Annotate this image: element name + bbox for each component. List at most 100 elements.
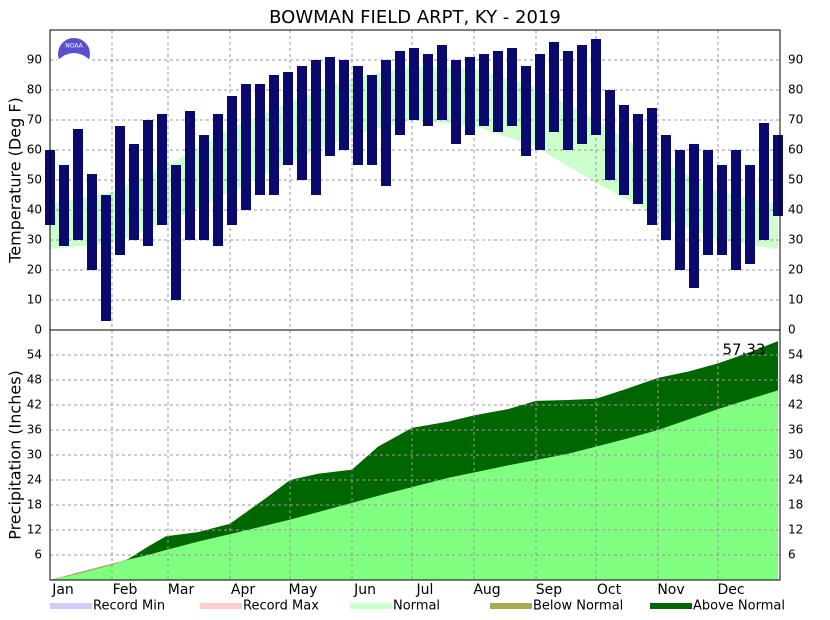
y2-tick-label: 18: [788, 498, 803, 512]
temp-range-bar: [675, 150, 685, 270]
temp-range-bar: [745, 165, 755, 264]
y-tick-label: 90: [27, 53, 42, 67]
y-axis-title: Temperature (Deg F): [6, 97, 25, 264]
y-tick-label: 80: [27, 83, 42, 97]
temp-range-bar: [465, 57, 475, 135]
y-tick-label: 6: [34, 548, 42, 562]
temp-range-bar: [647, 108, 657, 225]
temp-range-bar: [255, 84, 265, 195]
y-tick-label: 10: [27, 293, 42, 307]
y2-tick-label: 54: [788, 348, 803, 362]
temp-range-bar: [339, 60, 349, 150]
logo-text: NOAA: [65, 43, 83, 50]
temp-range-bar: [535, 54, 545, 150]
y-tick-label: 30: [27, 448, 42, 462]
temp-range-bar: [115, 126, 125, 255]
temp-range-bar: [367, 75, 377, 165]
legend-label: Record Max: [243, 599, 319, 614]
legend-swatch: [200, 603, 242, 609]
x-tick-label: Nov: [657, 582, 684, 598]
x-tick-label: Dec: [717, 582, 744, 598]
legend-label: Above Normal: [693, 599, 785, 614]
x-tick-label: Jun: [353, 582, 376, 598]
temp-range-bar: [171, 165, 181, 300]
chart-title: BOWMAN FIELD ARPT, KY - 2019: [269, 7, 561, 28]
y2-tick-label: 12: [788, 523, 803, 537]
temp-range-bar: [577, 45, 587, 144]
temp-range-bar: [493, 51, 503, 132]
temp-range-bar: [773, 135, 783, 216]
temp-range-bar: [437, 45, 447, 120]
temp-range-bar: [689, 144, 699, 288]
y2-tick-label: 24: [788, 473, 803, 487]
temp-range-bar: [87, 174, 97, 270]
temp-range-bar: [605, 90, 615, 180]
temp-range-bar: [717, 165, 727, 255]
y-tick-label: 40: [27, 203, 42, 217]
temp-range-bar: [731, 150, 741, 270]
temp-range-bar: [661, 135, 671, 240]
temp-range-bar: [311, 60, 321, 195]
y-axis-title: Precipitation (Inches): [6, 370, 25, 540]
y-tick-label: 54: [27, 348, 42, 362]
y-tick-label: 12: [27, 523, 42, 537]
temp-range-bar: [129, 144, 139, 240]
y2-tick-label: 90: [788, 53, 803, 67]
y2-tick-label: 70: [788, 113, 803, 127]
y2-tick-label: 40: [788, 203, 803, 217]
x-tick-label: Aug: [473, 582, 500, 598]
temp-range-bar: [227, 96, 237, 225]
temp-range-bar: [549, 42, 559, 132]
temp-range-bar: [423, 54, 433, 126]
temp-range-bar: [241, 84, 251, 210]
temp-range-bar: [101, 195, 111, 321]
logo-wave: [58, 53, 90, 70]
x-tick-label: Jul: [416, 582, 434, 598]
y2-tick-label: 30: [788, 448, 803, 462]
temp-range-bar: [759, 123, 769, 240]
temp-range-bar: [563, 51, 573, 150]
temp-range-bar: [633, 114, 643, 204]
temp-range-bar: [507, 48, 517, 126]
y2-tick-label: 30: [788, 233, 803, 247]
y2-tick-label: 36: [788, 423, 803, 437]
x-tick-label: Oct: [597, 582, 622, 598]
x-tick-label: Mar: [168, 582, 195, 598]
y-tick-label: 36: [27, 423, 42, 437]
y-tick-label: 18: [27, 498, 42, 512]
x-tick-label: Feb: [113, 582, 138, 598]
y2-tick-label: 50: [788, 173, 803, 187]
temp-range-bar: [479, 54, 489, 126]
y-tick-label: 60: [27, 143, 42, 157]
y2-tick-label: 48: [788, 373, 803, 387]
total-label: 57.33: [723, 341, 766, 359]
y2-tick-label: 20: [788, 263, 803, 277]
temp-range-bar: [381, 60, 391, 186]
legend-swatch: [650, 603, 692, 609]
y-tick-label: 70: [27, 113, 42, 127]
y2-tick-label: 10: [788, 293, 803, 307]
temp-range-bar: [213, 114, 223, 246]
temp-range-bar: [451, 60, 461, 144]
x-tick-label: Sep: [536, 582, 563, 598]
y2-tick-label: 80: [788, 83, 803, 97]
plot-frame: [49, 29, 781, 581]
temp-range-bar: [297, 66, 307, 180]
legend-label: Normal: [393, 599, 440, 614]
legend-swatch: [350, 603, 392, 609]
x-tick-label: Apr: [231, 582, 255, 598]
y-tick-label: 0: [34, 323, 42, 337]
temp-range-bar: [143, 120, 153, 246]
y2-tick-label: 0: [788, 323, 796, 337]
y-tick-label: 42: [27, 398, 42, 412]
y-tick-label: 30: [27, 233, 42, 247]
temp-range-bar: [353, 66, 363, 165]
y2-tick-label: 60: [788, 143, 803, 157]
temp-range-bar: [703, 150, 713, 255]
temp-range-bar: [591, 39, 601, 135]
temp-range-bar: [395, 51, 405, 135]
temp-range-bar: [283, 72, 293, 165]
temp-range-bar: [521, 66, 531, 156]
legend-swatch: [50, 603, 92, 609]
